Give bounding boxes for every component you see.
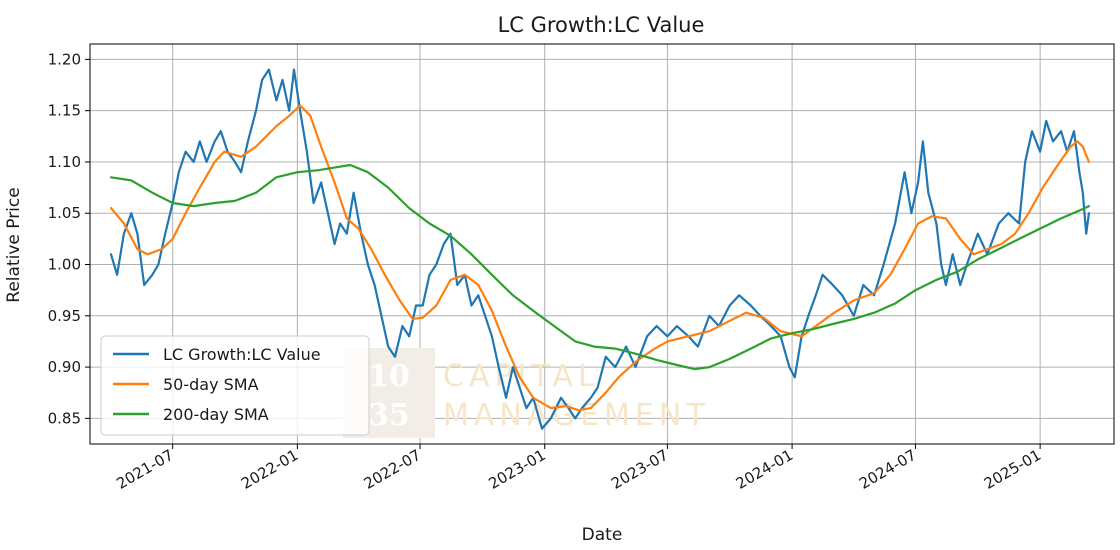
legend: LC Growth:LC Value 50-day SMA 200-day SM… [100, 335, 370, 436]
watermark-word-top: CAPITAL [443, 359, 600, 394]
y-axis-title: Relative Price [4, 187, 24, 302]
plot-frame [89, 43, 1115, 445]
y-tick-label: 1.20 [48, 50, 81, 68]
y-tick-label: 1.05 [48, 204, 81, 222]
legend-label-series-3: 200-day SMA [163, 405, 269, 424]
series-line-3 [109, 163, 1090, 371]
series-line-2 [109, 104, 1090, 412]
y-tick-label: 0.90 [48, 358, 81, 376]
y-tick-label: 0.95 [48, 307, 81, 325]
x-axis-title: Date [582, 525, 623, 545]
series-lines [109, 68, 1090, 430]
y-tick-label: 1.00 [48, 256, 81, 274]
y-tick-label: 1.10 [48, 153, 81, 171]
legend-label-series-2: 50-day SMA [163, 375, 259, 394]
chart-title: LC Growth:LC Value [498, 13, 705, 37]
watermark: 10 35 CAPITAL MANAGEMENT [343, 348, 705, 438]
watermark-number-bottom: 35 [368, 398, 410, 433]
y-tick-label: 1.15 [48, 102, 81, 120]
legend-label-series-1: LC Growth:LC Value [163, 345, 321, 364]
y-axis: 0.85 0.90 0.95 1.00 1.05 1.10 1.15 1.20 [48, 50, 90, 427]
legend-box [100, 335, 370, 436]
y-tick-label: 0.85 [48, 409, 81, 427]
watermark-number-top: 10 [368, 359, 410, 394]
